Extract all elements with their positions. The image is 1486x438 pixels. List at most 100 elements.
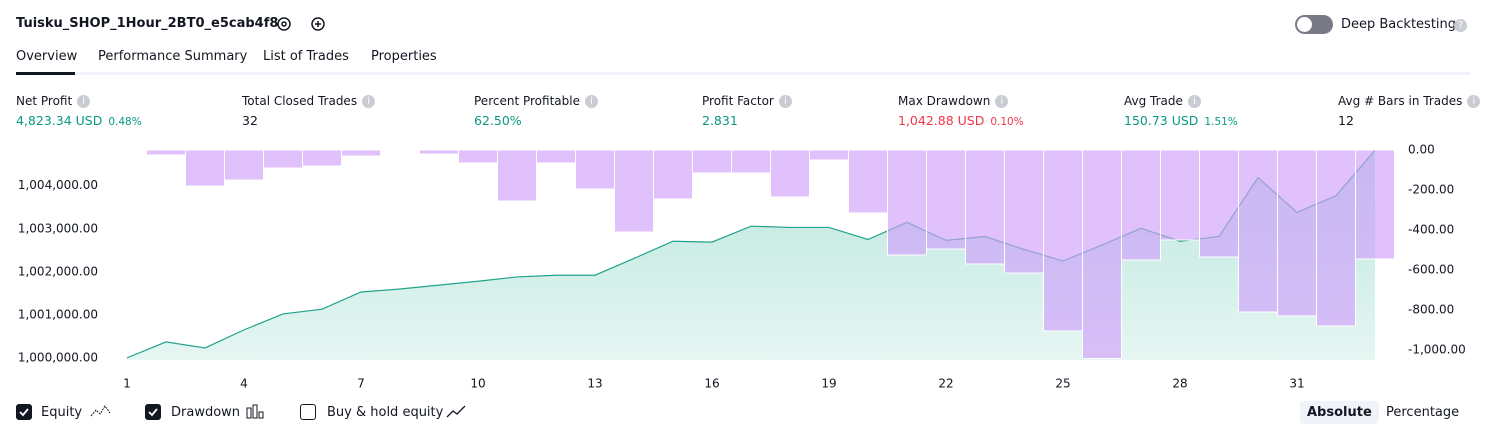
drawdown-bar: [575, 149, 615, 190]
icon: [446, 405, 466, 418]
x-tick-label: 13: [587, 377, 602, 391]
stat-value-text: 2.831: [702, 113, 738, 128]
stat-value-text: 32: [242, 113, 258, 128]
y2-tick-label: -600.00: [1408, 263, 1454, 277]
x-tick-label: 4: [240, 377, 248, 391]
x-tick-label: 31: [1289, 377, 1304, 391]
info-icon: i: [362, 95, 376, 108]
stat-label-text: Avg # Bars in Trades: [1338, 94, 1463, 108]
stat-label-text: Profit Factor: [702, 94, 774, 108]
legend-icon: [90, 404, 112, 424]
drawdown-bar: [458, 149, 498, 164]
drawdown-bar: [1160, 149, 1200, 241]
settings-icon[interactable]: [275, 15, 293, 33]
view-button[interactable]: Percentage: [1386, 405, 1460, 420]
x-tick-label: 25: [1055, 377, 1070, 391]
toggle-label: Deep Backtesting: [1341, 17, 1457, 32]
legend-icon: [246, 404, 268, 424]
toggle[interactable]: [1295, 15, 1333, 34]
y-tick-label: 1,003,000.00: [18, 221, 98, 235]
info-icon: i: [778, 95, 792, 108]
info-icon: i: [995, 95, 1009, 108]
drawdown-bar: [887, 149, 927, 256]
drawdown-bar: [965, 149, 1005, 265]
tab-rule: [16, 72, 1470, 75]
tab[interactable]: Performance Summary: [98, 49, 248, 64]
checkbox[interactable]: [300, 404, 316, 420]
stat-value: 62.50%: [474, 113, 522, 128]
y-tick-label: 1,000,000.00: [18, 350, 98, 364]
drawdown-bar: [146, 149, 186, 156]
stat-value-text: 1,042.88 USD: [898, 113, 985, 128]
checkbox[interactable]: [145, 404, 161, 420]
icon: [246, 404, 264, 419]
info-icon: i: [1187, 95, 1201, 108]
y2-tick-label: -800.00: [1408, 303, 1454, 317]
stat-label-text: Total Closed Trades: [242, 94, 358, 108]
stat-value-text: 62.50%: [474, 113, 522, 128]
x-tick-label: 1: [123, 377, 131, 391]
view-button[interactable]: Absolute: [1300, 401, 1379, 424]
drawdown-bar: [614, 149, 654, 233]
info-icon: i: [1467, 95, 1481, 108]
icon: [90, 405, 111, 417]
y2-tick-label: -1,000.00: [1408, 343, 1466, 357]
stat-value-text: 4,823.34 USD: [16, 113, 103, 128]
tab[interactable]: List of Trades: [263, 49, 349, 64]
drawdown-bar: [224, 149, 264, 181]
stat-label-text: Max Drawdown: [898, 94, 991, 108]
stat-label: Max Drawdown i: [898, 94, 1009, 108]
check: [19, 408, 29, 417]
x-tick-label: 28: [1172, 377, 1187, 391]
legend-label: Equity: [41, 405, 83, 420]
tab[interactable]: Overview: [16, 49, 78, 64]
x-tick-label: 19: [821, 377, 836, 391]
stat-label: Total Closed Trades i: [242, 94, 376, 108]
y-tick-label: 1,002,000.00: [18, 264, 98, 278]
stat-label: Percent Profitable i: [474, 94, 598, 108]
drawdown-bar: [536, 149, 576, 164]
drawdown-bar: [263, 149, 303, 169]
x-tick-label: 16: [704, 377, 719, 391]
stat-label-text: Avg Trade: [1124, 94, 1183, 108]
help-icon[interactable]: ?: [1454, 19, 1467, 32]
x-tick-label: 7: [357, 377, 365, 391]
drawdown-bar: [1199, 149, 1239, 258]
stat-value: 4,823.34 USD 0.48%: [16, 113, 142, 128]
drawdown-bar: [1004, 149, 1044, 274]
tab[interactable]: Properties: [371, 49, 437, 64]
x-tick-label: 22: [938, 377, 953, 391]
checkbox[interactable]: [16, 404, 32, 420]
info-icon: i: [77, 95, 91, 108]
y-tick-label: 1,004,000.00: [18, 178, 98, 192]
drawdown-bar: [185, 149, 225, 187]
stat-value-text: 150.73 USD: [1124, 113, 1199, 128]
tab-active-underline: [16, 72, 75, 75]
x-tick-label: 10: [470, 377, 485, 391]
drawdown-bar: [1316, 149, 1356, 327]
stat-value: 12: [1338, 113, 1354, 128]
y2-tick-label: -400.00: [1408, 223, 1454, 237]
drawdown-bar: [1355, 149, 1395, 260]
drawdown-bar: [1043, 149, 1083, 332]
add-icon[interactable]: [309, 14, 329, 34]
y2-tick-label: 0.00: [1408, 143, 1435, 157]
stat-percent: 0.10%: [990, 116, 1024, 128]
drawdown-bar: [497, 149, 537, 202]
drawdown-bar: [302, 149, 342, 167]
drawdown-bar: [653, 149, 693, 200]
stat-value: 1,042.88 USD 0.10%: [898, 113, 1024, 128]
legend-icon: [446, 404, 468, 424]
stat-label: Avg # Bars in Trades i: [1338, 94, 1481, 108]
stat-value-text: 12: [1338, 113, 1354, 128]
strategy-title: Tuisku_SHOP_1Hour_2BT0_e5cab4f8: [16, 16, 279, 31]
stat-label: Net Profit i: [16, 94, 91, 108]
stat-label: Avg Trade i: [1124, 94, 1201, 108]
drawdown-bar: [809, 149, 849, 161]
stat-value: 32: [242, 113, 258, 128]
drawdown-bar: [1277, 149, 1317, 317]
drawdown-bar: [1121, 149, 1161, 261]
stat-percent: 0.48%: [108, 116, 142, 128]
drawdown-bar: [848, 149, 888, 214]
